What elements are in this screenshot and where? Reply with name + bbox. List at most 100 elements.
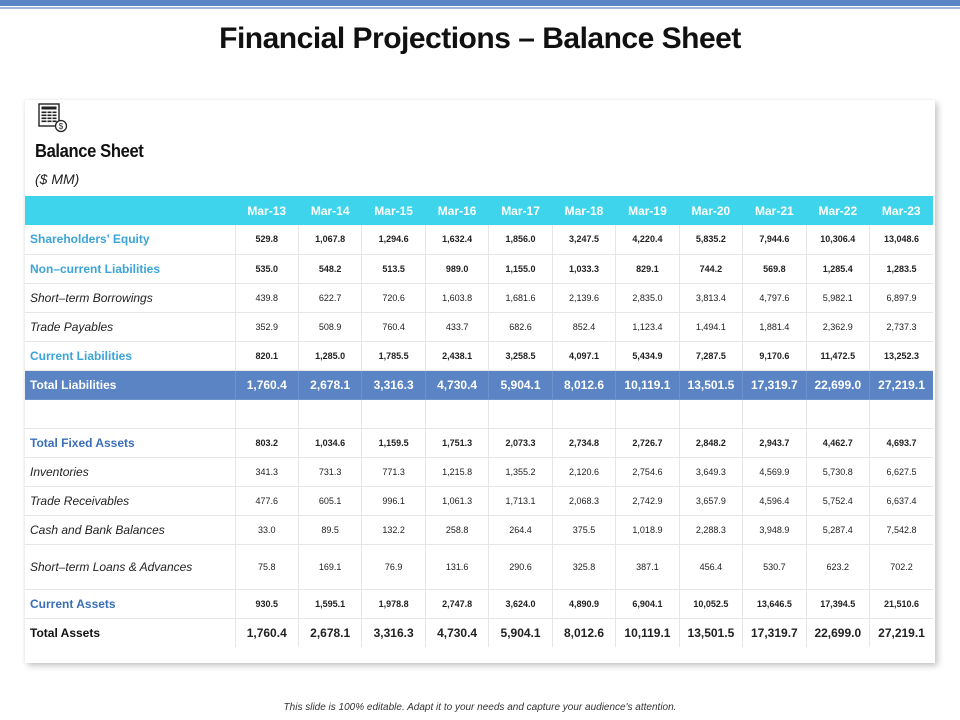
value-cell: 1,881.4 bbox=[742, 312, 807, 342]
value-cell: 13,252.3 bbox=[869, 341, 933, 371]
value-cell: 1,760.4 bbox=[235, 370, 299, 400]
value-cell: 8,012.6 bbox=[552, 370, 617, 400]
empty-cell bbox=[552, 399, 617, 429]
empty-cell bbox=[869, 399, 933, 429]
value-cell: 1,159.5 bbox=[361, 428, 426, 458]
value-cell: 6,637.4 bbox=[869, 486, 933, 516]
table-row: Inventories 341.3 731.3 771.3 1,215.8 1,355.2… bbox=[25, 457, 933, 487]
value-cell: 803.2 bbox=[235, 428, 299, 458]
value-cell: 4,890.9 bbox=[552, 589, 617, 619]
value-cell: 2,742.9 bbox=[615, 486, 680, 516]
value-cell: 2,362.9 bbox=[806, 312, 871, 342]
value-cell: 513.5 bbox=[361, 254, 426, 284]
value-cell: 720.6 bbox=[361, 283, 426, 313]
value-cell: 2,139.6 bbox=[552, 283, 617, 313]
value-cell: 3,316.3 bbox=[361, 370, 426, 400]
value-cell: 387.1 bbox=[615, 544, 680, 590]
empty-cell bbox=[488, 399, 553, 429]
header-label-cell bbox=[25, 196, 235, 225]
value-cell: 5,835.2 bbox=[679, 225, 744, 255]
empty-cell bbox=[425, 399, 490, 429]
period-header: Mar-20 bbox=[691, 203, 731, 218]
value-cell: 17,319.7 bbox=[742, 370, 807, 400]
value-cell: 5,904.1 bbox=[488, 370, 553, 400]
period-header: Mar-23 bbox=[881, 203, 921, 218]
value-cell: 1,978.8 bbox=[361, 589, 426, 619]
value-cell: 3,316.3 bbox=[361, 618, 426, 647]
top-accent-bar bbox=[0, 0, 960, 6]
value-cell: 4,097.1 bbox=[552, 341, 617, 371]
value-cell: 27,219.1 bbox=[878, 625, 925, 640]
period-header: Mar-18 bbox=[564, 203, 604, 218]
value-cell: 4,220.4 bbox=[615, 225, 680, 255]
value-cell: 2,835.0 bbox=[615, 283, 680, 313]
empty-cell bbox=[806, 399, 871, 429]
footer-note: This slide is 100% editable. Adapt it to… bbox=[283, 702, 677, 713]
value-cell: 169.1 bbox=[298, 544, 363, 590]
value-cell: 5,752.4 bbox=[806, 486, 871, 516]
row-label: Trade Payables bbox=[25, 312, 236, 342]
value-cell: 22,699.0 bbox=[806, 618, 871, 647]
table-row: Trade Receivables 477.6 605.1 996.1 1,061.3 1… bbox=[25, 486, 933, 516]
value-cell: 4,730.4 bbox=[425, 618, 490, 647]
period-header: Mar-13 bbox=[247, 203, 287, 218]
row-label: Current Assets bbox=[25, 589, 236, 619]
value-cell: 1,785.5 bbox=[361, 341, 426, 371]
value-cell: 930.5 bbox=[235, 589, 299, 619]
row-label: Total Fixed Assets bbox=[25, 428, 236, 458]
value-cell: 829.1 bbox=[615, 254, 680, 284]
value-cell: 2,754.6 bbox=[615, 457, 680, 487]
value-cell: 1,123.4 bbox=[615, 312, 680, 342]
value-cell: 622.7 bbox=[298, 283, 363, 313]
table-row: Shareholders' Equity 529.8 1,067.8 1,294.6 1… bbox=[25, 225, 933, 255]
period-header: Mar-17 bbox=[501, 203, 540, 218]
value-cell: 1,285.4 bbox=[806, 254, 871, 284]
value-cell: 264.4 bbox=[488, 515, 553, 545]
value-cell: 852.4 bbox=[552, 312, 617, 342]
value-cell: 2,678.1 bbox=[298, 618, 363, 647]
empty-cell bbox=[235, 399, 299, 429]
value-cell: 325.8 bbox=[552, 544, 617, 590]
value-cell: 6,897.9 bbox=[869, 283, 933, 313]
value-cell: 1,067.8 bbox=[298, 225, 363, 255]
value-cell: 1,283.5 bbox=[869, 254, 933, 284]
value-cell: 5,730.8 bbox=[806, 457, 871, 487]
value-cell: 731.3 bbox=[298, 457, 363, 487]
value-cell: 529.8 bbox=[235, 225, 299, 255]
value-cell: 13,501.5 bbox=[679, 370, 744, 400]
value-cell: 17,319.7 bbox=[742, 618, 807, 647]
row-label: Current Liabilities bbox=[25, 341, 236, 371]
value-cell: 3,948.9 bbox=[742, 515, 807, 545]
value-cell: 5,434.9 bbox=[615, 341, 680, 371]
value-cell: 3,657.9 bbox=[679, 486, 744, 516]
table-row: Short–term Borrowings 439.8 622.7 720.6 1,60… bbox=[25, 283, 933, 313]
value-cell: 10,052.5 bbox=[679, 589, 744, 619]
value-cell: 75.8 bbox=[235, 544, 299, 590]
value-cell: 530.7 bbox=[742, 544, 807, 590]
value-cell: 7,542.8 bbox=[869, 515, 933, 545]
value-cell: 13,646.5 bbox=[742, 589, 807, 619]
value-cell: 1,294.6 bbox=[361, 225, 426, 255]
value-cell: 2,068.3 bbox=[552, 486, 617, 516]
section-title: Balance Sheet bbox=[35, 141, 144, 161]
value-cell: 5,904.1 bbox=[488, 618, 553, 647]
row-label: Cash and Bank Balances bbox=[25, 515, 236, 545]
value-cell: 996.1 bbox=[361, 486, 426, 516]
unit-label: ($ MM) bbox=[35, 171, 80, 187]
value-cell: 2,438.1 bbox=[425, 341, 490, 371]
value-cell: 2,943.7 bbox=[742, 428, 807, 458]
value-cell: 10,119.1 bbox=[615, 370, 680, 400]
empty-cell bbox=[298, 399, 363, 429]
value-cell: 4,596.4 bbox=[742, 486, 807, 516]
value-cell: 702.2 bbox=[869, 544, 933, 590]
row-label: Inventories bbox=[25, 457, 236, 487]
value-cell: 477.6 bbox=[235, 486, 299, 516]
value-cell: 1,061.3 bbox=[425, 486, 490, 516]
value-cell: 771.3 bbox=[361, 457, 426, 487]
value-cell: 2,737.3 bbox=[869, 312, 933, 342]
table-row: Cash and Bank Balances 33.0 89.5 132.2 258.8… bbox=[25, 515, 933, 545]
value-cell: 1,155.0 bbox=[488, 254, 553, 284]
value-cell: 1,856.0 bbox=[488, 225, 553, 255]
value-cell: 605.1 bbox=[298, 486, 363, 516]
value-cell: 5,982.1 bbox=[806, 283, 871, 313]
